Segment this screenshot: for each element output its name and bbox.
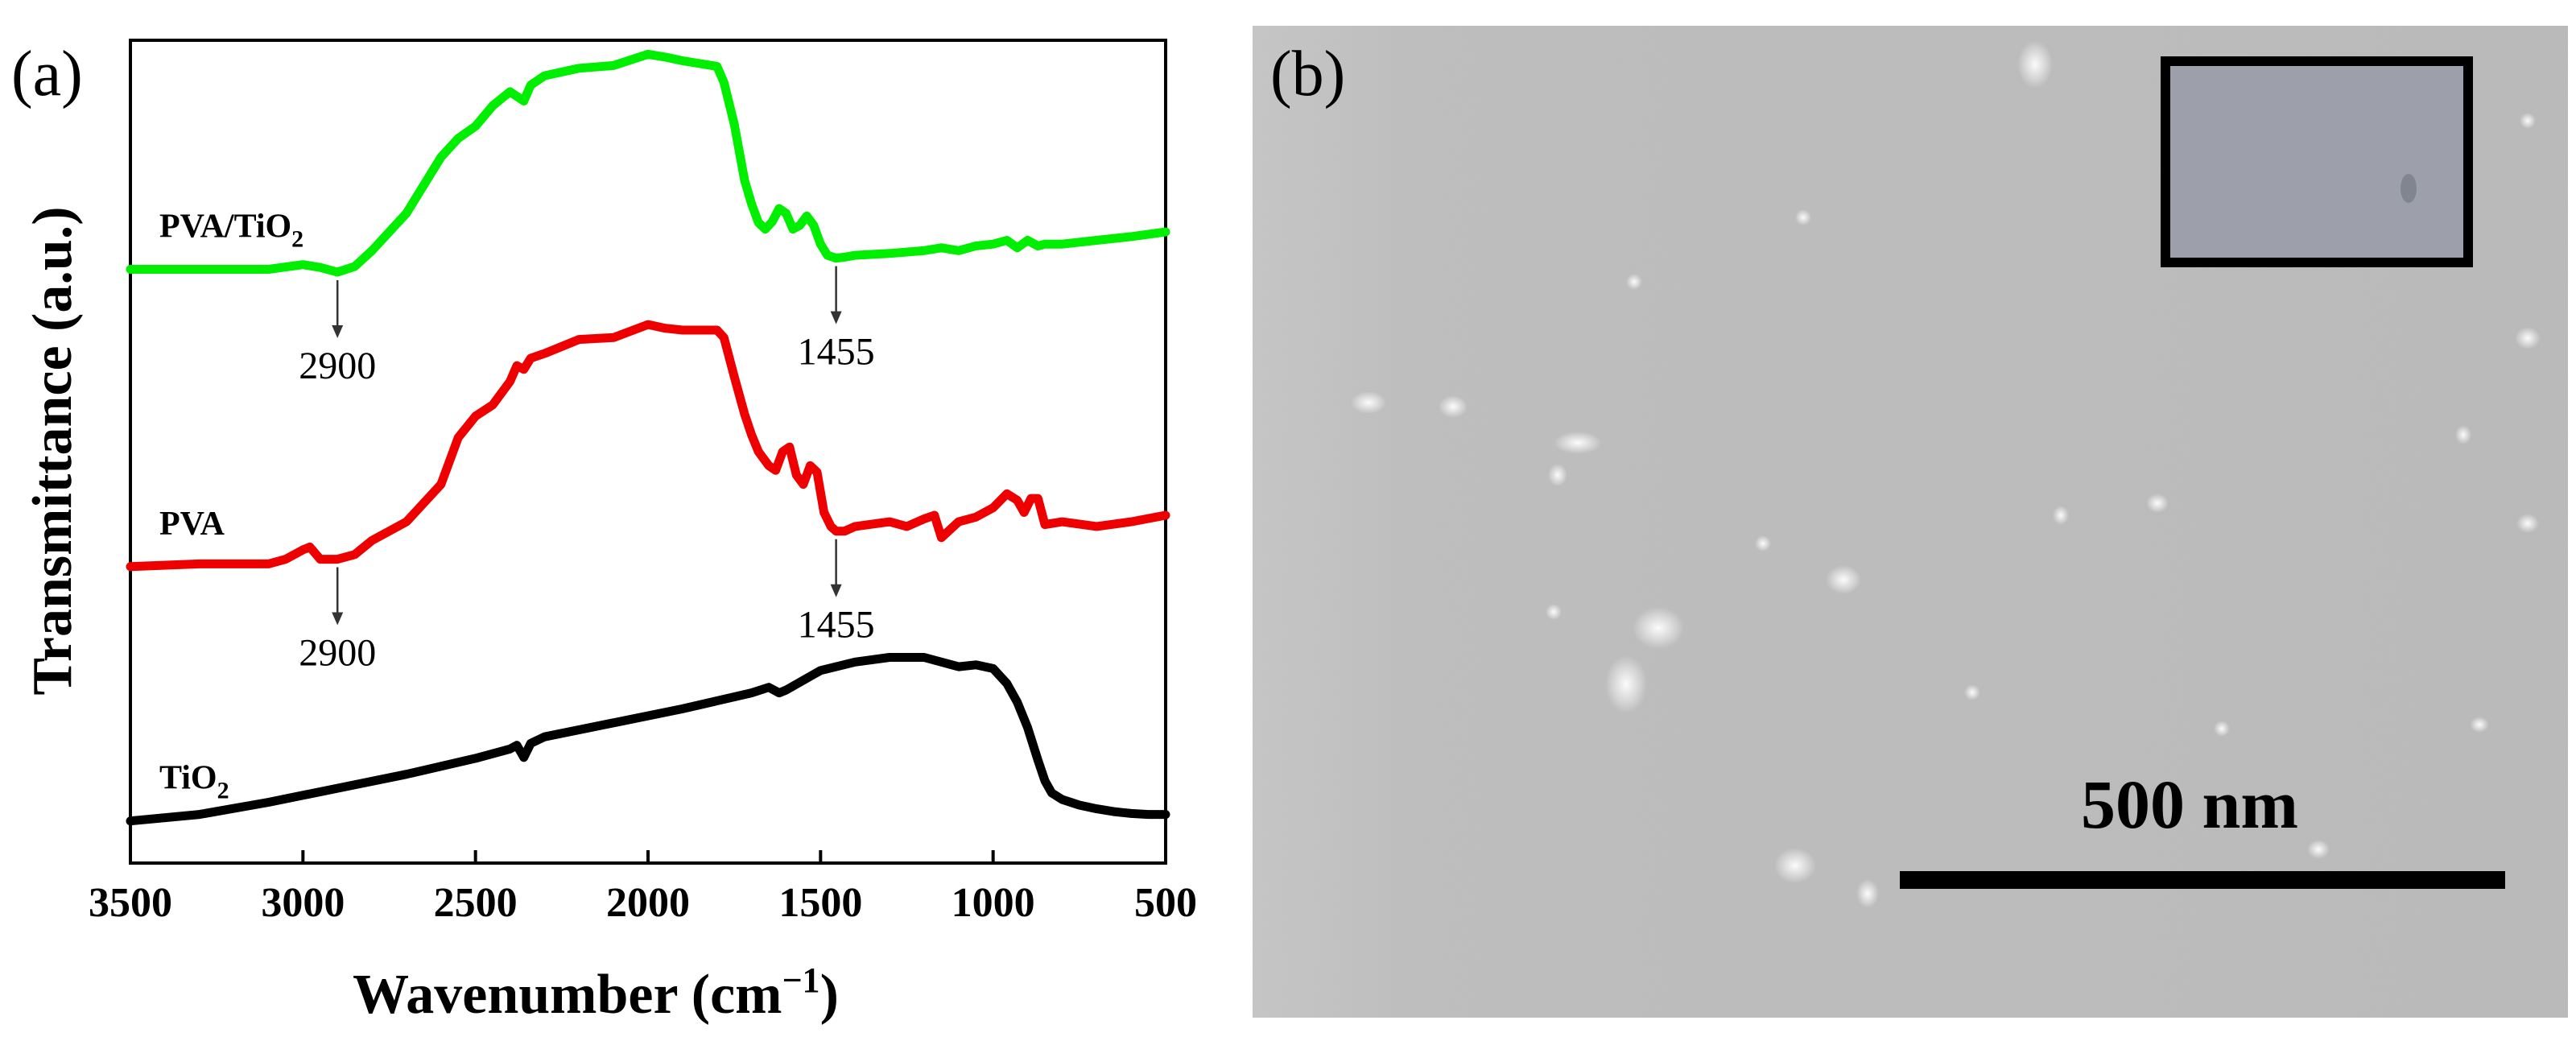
annotation-arrowhead: [332, 612, 344, 626]
x-axis-label: Wavenumber (cm−1): [353, 960, 839, 1026]
annotation-arrowhead: [830, 311, 842, 324]
x-tick-label: 2000: [606, 880, 690, 926]
scale-bar: [1900, 871, 2505, 889]
x-tick-label: 1000: [952, 880, 1035, 926]
series-label: TiO2: [159, 760, 229, 804]
x-tick-label: 2500: [434, 880, 518, 926]
series-line-pva-tio2: [126, 49, 1170, 277]
annotation-layer: 2900 1455 2900 1455: [299, 266, 875, 675]
ftir-chart-panel: (a) 2900 1455 2900 1455 PVA/TiO2 PVA TiO2 350…: [11, 39, 1197, 1026]
series-line-tio2: [126, 653, 1170, 826]
sem-particles: [1351, 40, 2541, 908]
series-label: PVA: [159, 506, 225, 543]
sem-image-panel: (b) 500 nm: [1253, 26, 2568, 1018]
x-axis-ticks: 3500 3000 2500 2000 1500 1000 500: [89, 850, 1197, 926]
y-axis-label: Transmittance (a.u.): [22, 206, 84, 695]
annotation-label: 1455: [798, 331, 875, 374]
annotation-label: 1455: [798, 604, 875, 646]
x-tick-label: 1500: [778, 880, 862, 926]
x-tick-label: 3500: [89, 880, 172, 926]
inset-photo: [2161, 56, 2473, 267]
annotation-label: 2900: [299, 345, 376, 387]
series-label: PVA/TiO2: [159, 209, 303, 253]
scale-bar-label: 500 nm: [2081, 766, 2298, 843]
panel-b-label: (b): [1270, 39, 1345, 109]
series-line-pva: [126, 320, 1170, 572]
annotation-arrowhead: [332, 325, 344, 339]
x-tick-label: 500: [1134, 880, 1197, 926]
annotation-arrowhead: [830, 584, 842, 597]
panel-a-label: (a): [11, 39, 83, 109]
annotation-label: 2900: [299, 632, 376, 675]
series-layer: [126, 49, 1170, 826]
x-tick-label: 3000: [261, 880, 345, 926]
plot-frame: [129, 39, 1167, 865]
inset-photo-mark: [2401, 174, 2417, 203]
series-label-layer: PVA/TiO2 PVA TiO2: [159, 209, 303, 804]
